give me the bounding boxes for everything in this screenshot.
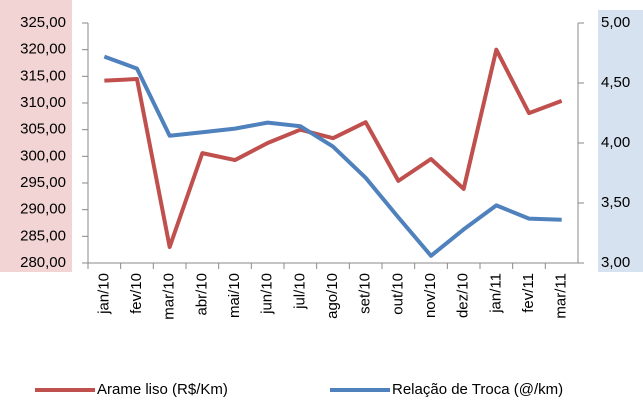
y2-tick-label: 4,50 <box>601 74 630 91</box>
x-tick-label: mar/11 <box>553 273 570 319</box>
x-tick-label: set/10 <box>357 273 374 314</box>
left-axis-band <box>0 0 72 272</box>
y-tick-label: 310,00 <box>20 94 66 111</box>
y-tick-label: 300,00 <box>20 147 66 164</box>
y-tick-label: 290,00 <box>20 201 66 218</box>
x-tick-label: abr/10 <box>193 273 210 316</box>
x-tick-label: fev/11 <box>520 273 537 313</box>
y-tick-label: 315,00 <box>20 67 66 84</box>
legend-label: Relação de Troca (@/km) <box>392 381 563 398</box>
y-tick-label: 295,00 <box>20 174 66 191</box>
series-line <box>104 47 563 249</box>
x-tick-label: jul/10 <box>291 273 308 310</box>
y-tick-label: 285,00 <box>20 227 66 244</box>
y2-tick-label: 4,00 <box>601 134 630 151</box>
y-tick-label: 280,00 <box>20 254 66 271</box>
y-tick-label: 325,00 <box>20 14 66 31</box>
x-tick-label: jan/11 <box>487 273 504 314</box>
y-tick-label: 320,00 <box>20 41 66 58</box>
x-tick-label: jun/10 <box>259 273 276 315</box>
right-axis-band <box>598 10 643 272</box>
x-tick-label: mai/10 <box>226 273 243 318</box>
y2-tick-label: 3,00 <box>601 254 630 271</box>
legend-label: Arame liso (R$/Km) <box>97 381 228 398</box>
x-tick-label: ago/10 <box>324 273 341 319</box>
x-tick-label: jan/10 <box>95 273 112 315</box>
series-line <box>103 54 562 258</box>
y2-tick-label: 3,50 <box>601 194 630 211</box>
x-tick-label: dez/10 <box>455 273 472 318</box>
x-tick-label: fev/10 <box>128 273 145 314</box>
y-tick-label: 305,00 <box>20 121 66 138</box>
x-tick-label: nov/10 <box>422 273 439 318</box>
y2-tick-label: 5,00 <box>601 14 630 31</box>
x-tick-label: mar/10 <box>161 273 178 320</box>
x-tick-label: out/10 <box>389 273 406 315</box>
